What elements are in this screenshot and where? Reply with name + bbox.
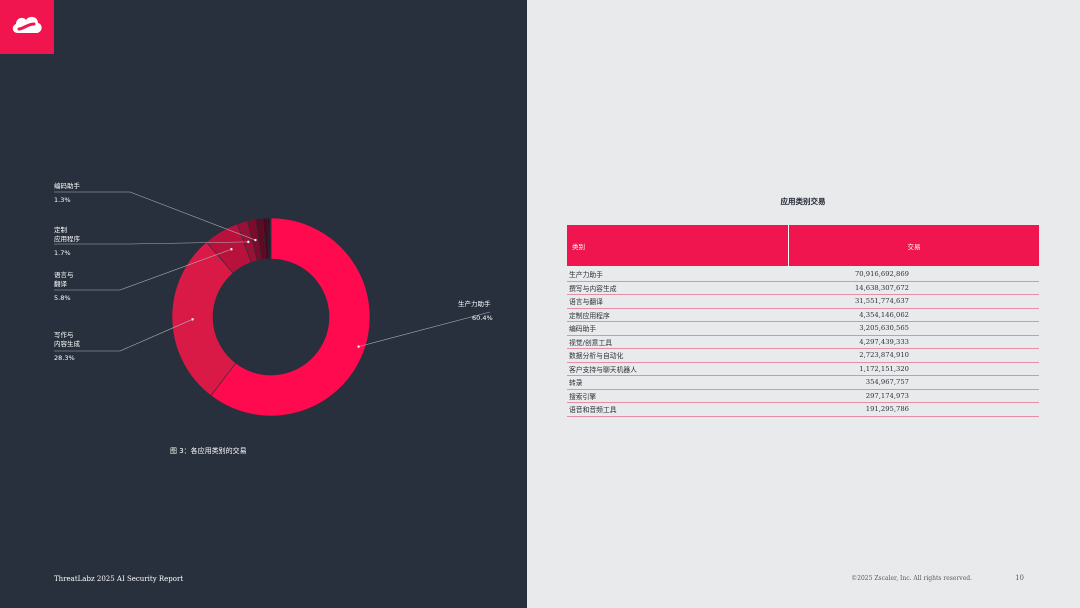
transactions-cell: 4,297,439,333 <box>859 337 909 346</box>
table-row: 生产力助手 70,916,692,869 <box>567 268 1039 282</box>
category-cell: 客户支持与聊天机器人 <box>569 365 637 374</box>
table-row: 撰写与内容生成 14,638,307,672 <box>567 282 1039 295</box>
slice-label: 编码助手 <box>54 182 80 190</box>
slice-label: 写作与 内容生成 <box>54 331 80 348</box>
report-title: ThreatLabz 2025 AI Security Report <box>54 575 184 583</box>
page-number: 10 <box>1015 574 1024 582</box>
table-row: 视觉/创意工具 4,297,439,333 <box>567 336 1039 349</box>
slice-percent-label: 60.4% <box>472 314 493 322</box>
copyright: ©2025 Zscaler, Inc. All rights reserved. <box>851 575 972 582</box>
transactions-cell: 4,354,146,062 <box>859 310 909 319</box>
table-row: 数据分析与自动化 2,723,874,910 <box>567 349 1039 363</box>
table-title: 应用类别交易 <box>780 197 826 206</box>
slice-percent-label: 1.3% <box>54 196 71 204</box>
slice-label: 生产力助手 <box>458 300 491 308</box>
table-row: 定制应用程序 4,354,146,062 <box>567 309 1039 322</box>
zscaler-cloud-icon <box>12 16 42 33</box>
table-header: 类别 交易 <box>567 225 1039 266</box>
transactions-cell: 1,172,151,320 <box>859 364 909 373</box>
transactions-cell: 2,723,874,910 <box>859 351 909 360</box>
transactions-cell: 70,916,692,869 <box>854 270 909 279</box>
chart-caption: 图 3：各应用类别的交易 <box>170 447 247 455</box>
callout-line <box>54 248 232 291</box>
category-cell: 撰写与内容生成 <box>569 284 617 293</box>
table-row: 编码助手 3,205,630,565 <box>567 322 1039 336</box>
donut-slice <box>210 217 371 417</box>
category-cell: 语音和音频工具 <box>569 406 617 415</box>
callout-line <box>54 191 256 241</box>
transactions-cell: 3,205,630,565 <box>859 324 909 333</box>
table-row: 客户支持与聊天机器人 1,172,151,320 <box>567 363 1039 376</box>
transactions-cell: 31,551,774,637 <box>854 297 909 306</box>
category-cell: 数据分析与自动化 <box>569 352 624 361</box>
callout-line <box>358 311 491 347</box>
table-row: 语音和音频工具 191,295,786 <box>567 403 1039 417</box>
callout-line <box>54 319 193 352</box>
transactions-cell: 297,174,973 <box>865 391 909 400</box>
category-cell: 搜索引擎 <box>569 392 597 401</box>
slice-percent-label: 5.8% <box>54 294 71 302</box>
table-body: 生产力助手 70,916,692,869 撰写与内容生成 14,638,307,672… <box>567 268 1039 417</box>
category-cell: 语言与翻译 <box>569 298 603 307</box>
category-cell: 视觉/创意工具 <box>569 338 613 347</box>
column-header-category: 类别 <box>567 225 789 266</box>
category-cell: 定制应用程序 <box>569 311 610 320</box>
brand-logo <box>0 0 54 54</box>
transactions-cell: 191,295,786 <box>865 405 909 414</box>
callout-line <box>54 241 249 245</box>
table-row: 搜索引擎 297,174,973 <box>567 390 1039 403</box>
category-cell: 转录 <box>569 379 583 388</box>
slice-label: 定制 应用程序 <box>54 226 80 243</box>
table-row: 语言与翻译 31,551,774,637 <box>567 295 1039 309</box>
slice-label: 语言与 翻译 <box>54 271 74 288</box>
right-panel <box>527 0 1080 608</box>
table-row: 转录 354,967,757 <box>567 376 1039 390</box>
donut-chart <box>54 191 491 417</box>
slice-percent-label: 1.7% <box>54 249 71 257</box>
column-header-transactions: 交易 <box>907 242 921 251</box>
transactions-cell: 354,967,757 <box>865 378 909 387</box>
transactions-cell: 14,638,307,672 <box>854 283 909 292</box>
donut-slice <box>171 241 237 397</box>
category-cell: 生产力助手 <box>569 271 603 280</box>
left-panel <box>0 0 527 608</box>
slice-percent-label: 28.3% <box>54 354 75 362</box>
category-cell: 编码助手 <box>569 325 597 334</box>
